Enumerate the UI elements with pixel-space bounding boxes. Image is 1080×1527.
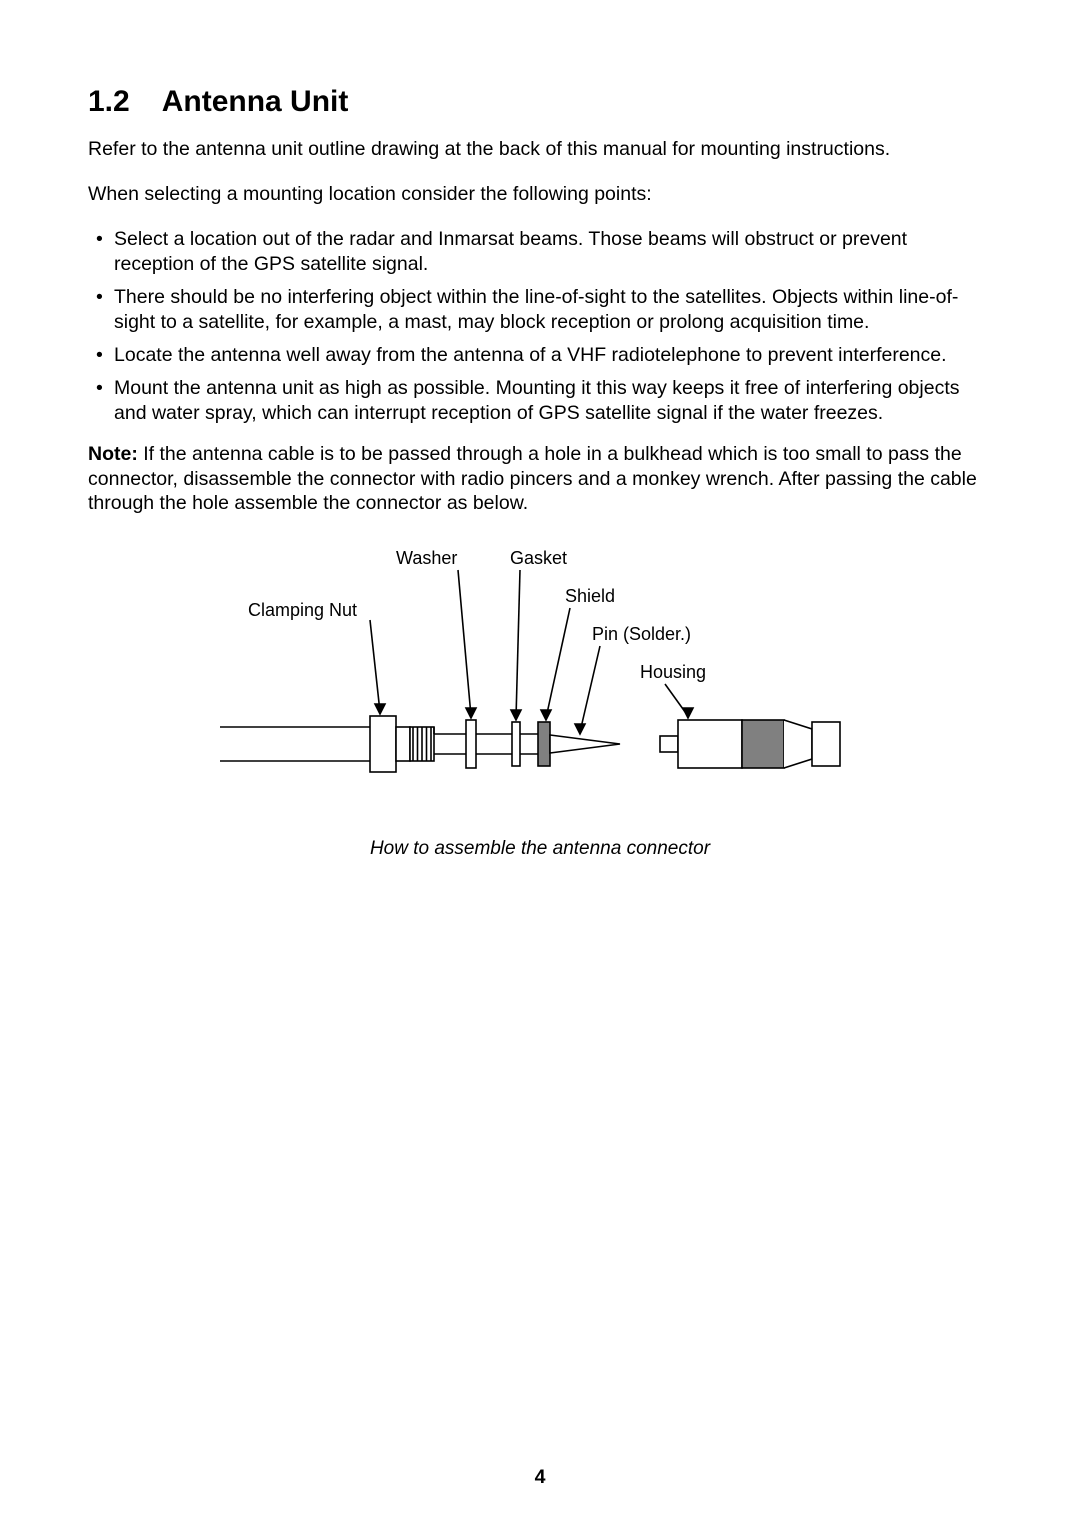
heading-number: 1.2 — [88, 85, 130, 119]
page-number: 4 — [0, 1466, 1080, 1489]
svg-text:Pin (Solder.): Pin (Solder.) — [592, 624, 691, 644]
note-paragraph: Note: If the antenna cable is to be pass… — [88, 442, 992, 517]
svg-text:Housing: Housing — [640, 662, 706, 682]
svg-text:Clamping Nut: Clamping Nut — [248, 600, 357, 620]
figure-caption: How to assemble the antenna connector — [370, 838, 710, 860]
bullet-item: Locate the antenna well away from the an… — [88, 343, 992, 368]
note-label: Note: — [88, 443, 138, 465]
figure: Washer Gasket Clamping Nut Shield Pin (Solde… — [88, 522, 992, 860]
intro-paragraph-2: When selecting a mounting location consi… — [88, 182, 992, 207]
connector-diagram: Washer Gasket Clamping Nut Shield Pin (Solde… — [220, 522, 860, 832]
bullet-item: Select a location out of the radar and I… — [88, 227, 992, 277]
bullet-item: Mount the antenna unit as high as possib… — [88, 376, 992, 426]
section-heading: 1.2 Antenna Unit — [88, 85, 992, 119]
svg-text:Shield: Shield — [565, 586, 615, 606]
intro-paragraph-1: Refer to the antenna unit outline drawin… — [88, 137, 992, 162]
bullet-item: There should be no interfering object wi… — [88, 285, 992, 335]
page: 1.2 Antenna Unit Refer to the antenna uni… — [0, 0, 1080, 1527]
note-body: If the antenna cable is to be passed thr… — [88, 443, 977, 515]
bullet-list: Select a location out of the radar and I… — [88, 227, 992, 426]
svg-text:Washer: Washer — [396, 548, 457, 568]
heading-title: Antenna Unit — [162, 85, 349, 118]
svg-text:Gasket: Gasket — [510, 548, 567, 568]
